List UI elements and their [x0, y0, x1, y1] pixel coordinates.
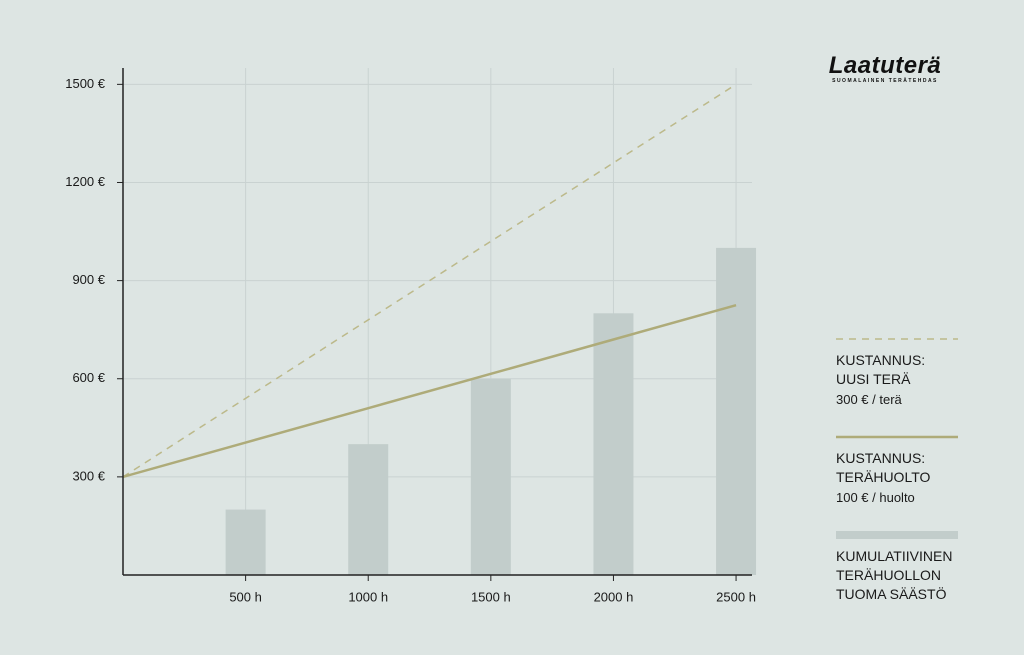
x-tick-label: 500 h [229, 589, 262, 604]
x-tick-label: 1000 h [348, 589, 388, 604]
y-tick-label: 900 € [72, 272, 105, 287]
bar [470, 378, 511, 575]
x-tick-label: 2000 h [594, 589, 634, 604]
x-tick-label: 2500 h [716, 589, 756, 604]
y-tick-label: 600 € [72, 370, 105, 385]
bar [593, 313, 634, 575]
logo-tagline: SUOMALAINEN TERÄTEHDAS [832, 78, 938, 84]
bar [348, 444, 389, 575]
logo: Laatuterä SUOMALAINEN TERÄTEHDAS [800, 52, 970, 84]
legend-note: 100 € / huolto [836, 490, 915, 505]
logo-name: Laatuterä [828, 52, 942, 79]
y-tick-label: 1200 € [65, 174, 106, 189]
x-tick-label: 1500 h [471, 589, 511, 604]
legend-label: KUMULATIIVINEN TERÄHUOLLON TUOMA SÄÄSTÖ [836, 548, 953, 602]
line [122, 303, 737, 479]
legend-swatch [836, 531, 958, 539]
legend-label: KUSTANNUS: UUSI TERÄ [836, 352, 926, 387]
bar [225, 509, 266, 575]
legend-note: 300 € / terä [836, 392, 902, 407]
y-tick-label: 1500 € [65, 76, 106, 91]
line [122, 83, 737, 478]
legend-label: KUSTANNUS: TERÄHUOLTO [836, 450, 931, 485]
bar [716, 247, 757, 575]
y-tick-label: 300 € [72, 468, 105, 483]
